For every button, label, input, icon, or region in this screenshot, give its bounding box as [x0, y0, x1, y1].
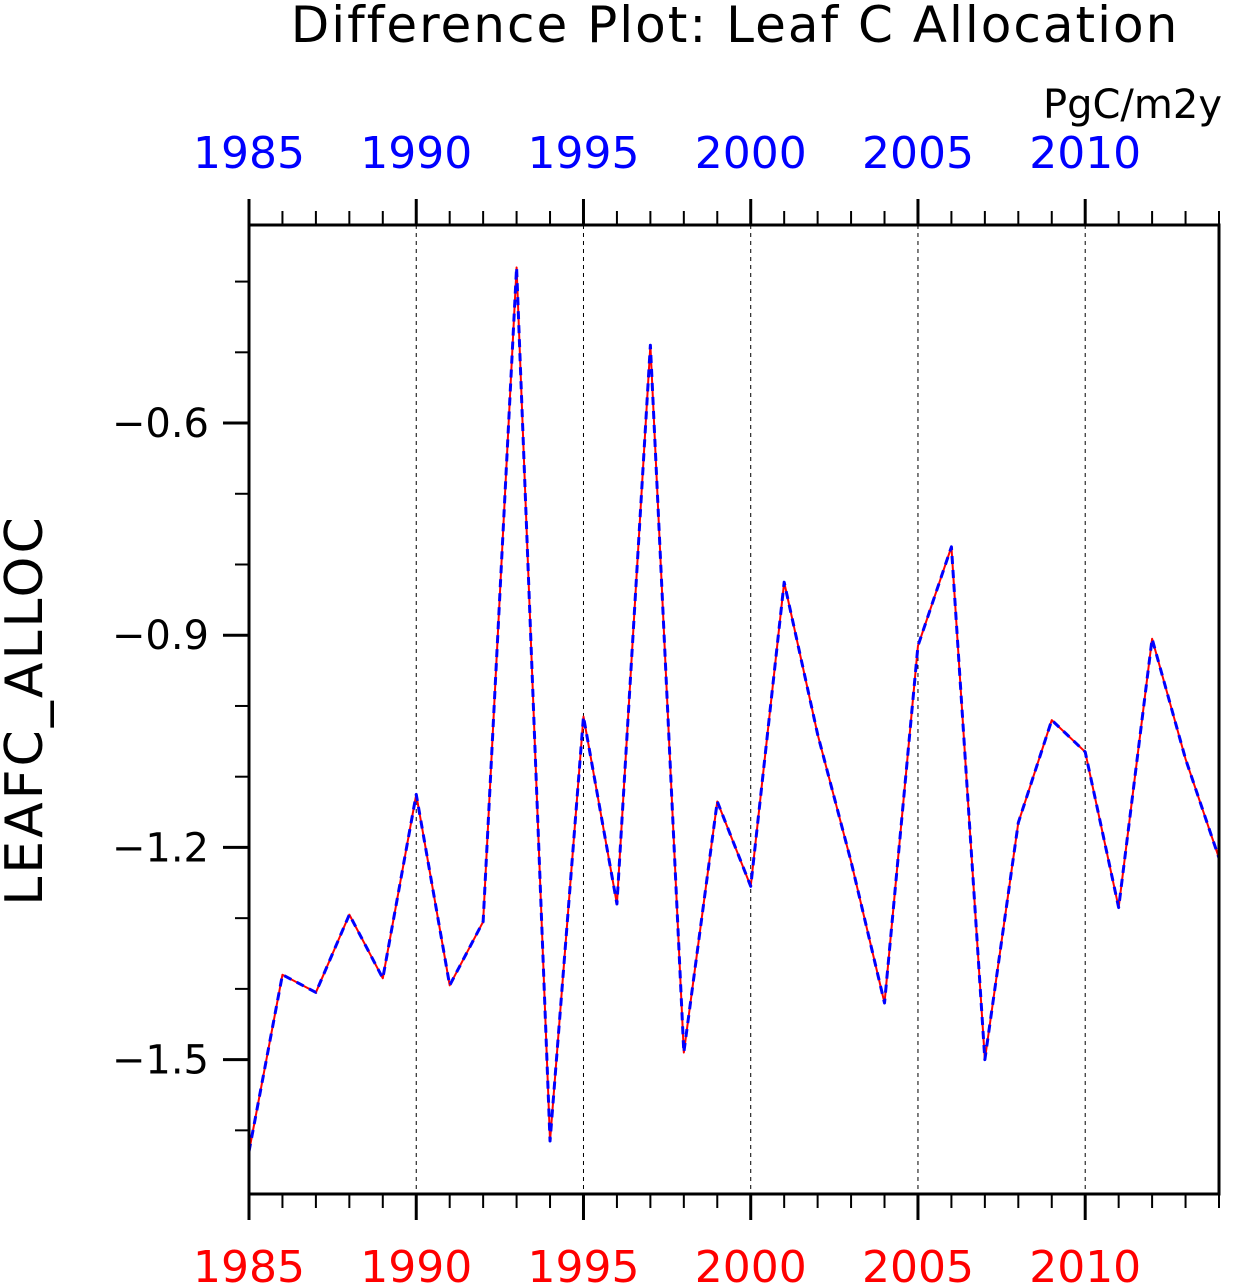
y-tick-label: −0.9	[112, 613, 209, 659]
top-x-tick-label: 2005	[862, 128, 974, 179]
axis-ticks	[223, 199, 1220, 1220]
plot-frame	[247, 223, 1221, 1196]
bottom-x-tick-label: 1990	[360, 1242, 472, 1286]
bottom-x-tick-label: 2010	[1029, 1242, 1141, 1286]
units-label: PgC/m2y	[1043, 82, 1222, 128]
grid-lines	[415, 225, 1086, 1194]
y-tick-label: −1.5	[112, 1038, 209, 1084]
series-line-1	[248, 266, 1220, 1152]
bottom-x-tick-label: 2005	[862, 1242, 974, 1286]
series-lines	[247, 265, 1221, 1152]
top-x-tick-label: 1985	[193, 128, 305, 179]
top-x-tick-label: 1990	[360, 128, 472, 179]
tick-labels: −0.6 −0.9 −1.2 −1.5 1985 1985 1990 1990 1995 1995…	[112, 128, 1141, 1286]
y-tick-label: −0.6	[112, 401, 209, 447]
bottom-x-tick-label: 1995	[527, 1242, 639, 1286]
top-x-tick-label: 2000	[695, 128, 807, 179]
top-x-tick-label: 1995	[527, 128, 639, 179]
y-tick-label: −1.2	[112, 825, 209, 871]
bottom-x-tick-label: 1985	[193, 1242, 305, 1286]
top-x-tick-label: 2010	[1029, 128, 1141, 179]
y-axis-label: LEAFC_ALLOC	[0, 514, 55, 906]
series-line-2	[247, 265, 1221, 1152]
chart-title: Difference Plot: Leaf C Allocation	[291, 0, 1180, 54]
bottom-x-tick-label: 2000	[695, 1242, 807, 1286]
